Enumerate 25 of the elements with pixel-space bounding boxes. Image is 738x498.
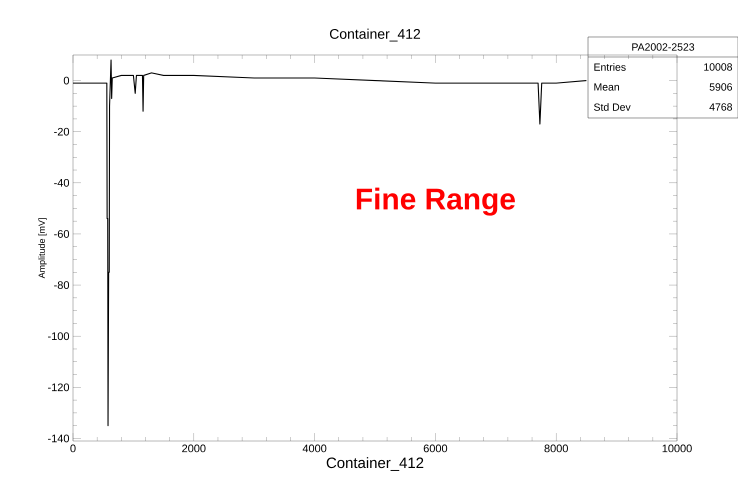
y-tick-label: -40 bbox=[54, 178, 70, 187]
x-tick-label: 10000 bbox=[662, 444, 692, 452]
y-tick-label: -100 bbox=[48, 332, 70, 340]
x-tick-label: 8000 bbox=[544, 444, 568, 452]
x-axis-title: Container_412 bbox=[326, 457, 424, 471]
y-tick-label: -20 bbox=[54, 128, 70, 136]
text: 5906 bbox=[710, 83, 732, 91]
x-tick-label: 0 bbox=[70, 444, 76, 452]
text: 4768 bbox=[709, 103, 732, 111]
annotation: Fine Range bbox=[356, 188, 515, 216]
y-axis-title: Amplitude [mV] bbox=[38, 218, 47, 278]
y-tick-label: -120 bbox=[48, 383, 70, 392]
chart-title: Container_412 bbox=[330, 28, 420, 42]
y-tick-label: 0 bbox=[64, 76, 70, 84]
annotation: Mean bbox=[594, 83, 620, 91]
text: PA2002-2523 bbox=[632, 43, 694, 51]
x-tick-label: 6000 bbox=[424, 444, 448, 452]
text: 10008 bbox=[704, 63, 732, 71]
x-tick-label: 2000 bbox=[182, 444, 206, 452]
annotation: Entries bbox=[594, 63, 626, 71]
y-tick-label: -60 bbox=[54, 230, 70, 238]
annotation: Std Dev bbox=[594, 103, 631, 111]
y-tick-label: -140 bbox=[48, 434, 70, 442]
y-tick-label: -80 bbox=[54, 281, 70, 289]
x-tick-label: 4000 bbox=[302, 444, 326, 452]
